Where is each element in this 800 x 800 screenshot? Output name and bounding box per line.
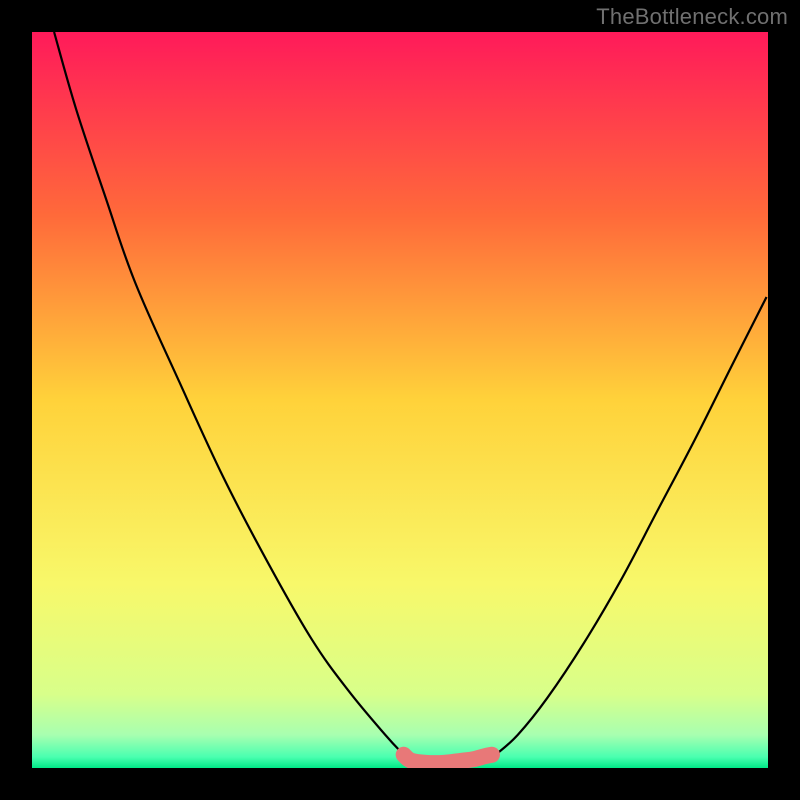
gradient-background	[32, 32, 768, 768]
chart-frame: TheBottleneck.com	[0, 0, 800, 800]
watermark-text: TheBottleneck.com	[596, 4, 788, 30]
plot-area	[32, 32, 768, 768]
curve-bottom-pink	[404, 755, 492, 763]
chart-svg	[32, 32, 768, 768]
